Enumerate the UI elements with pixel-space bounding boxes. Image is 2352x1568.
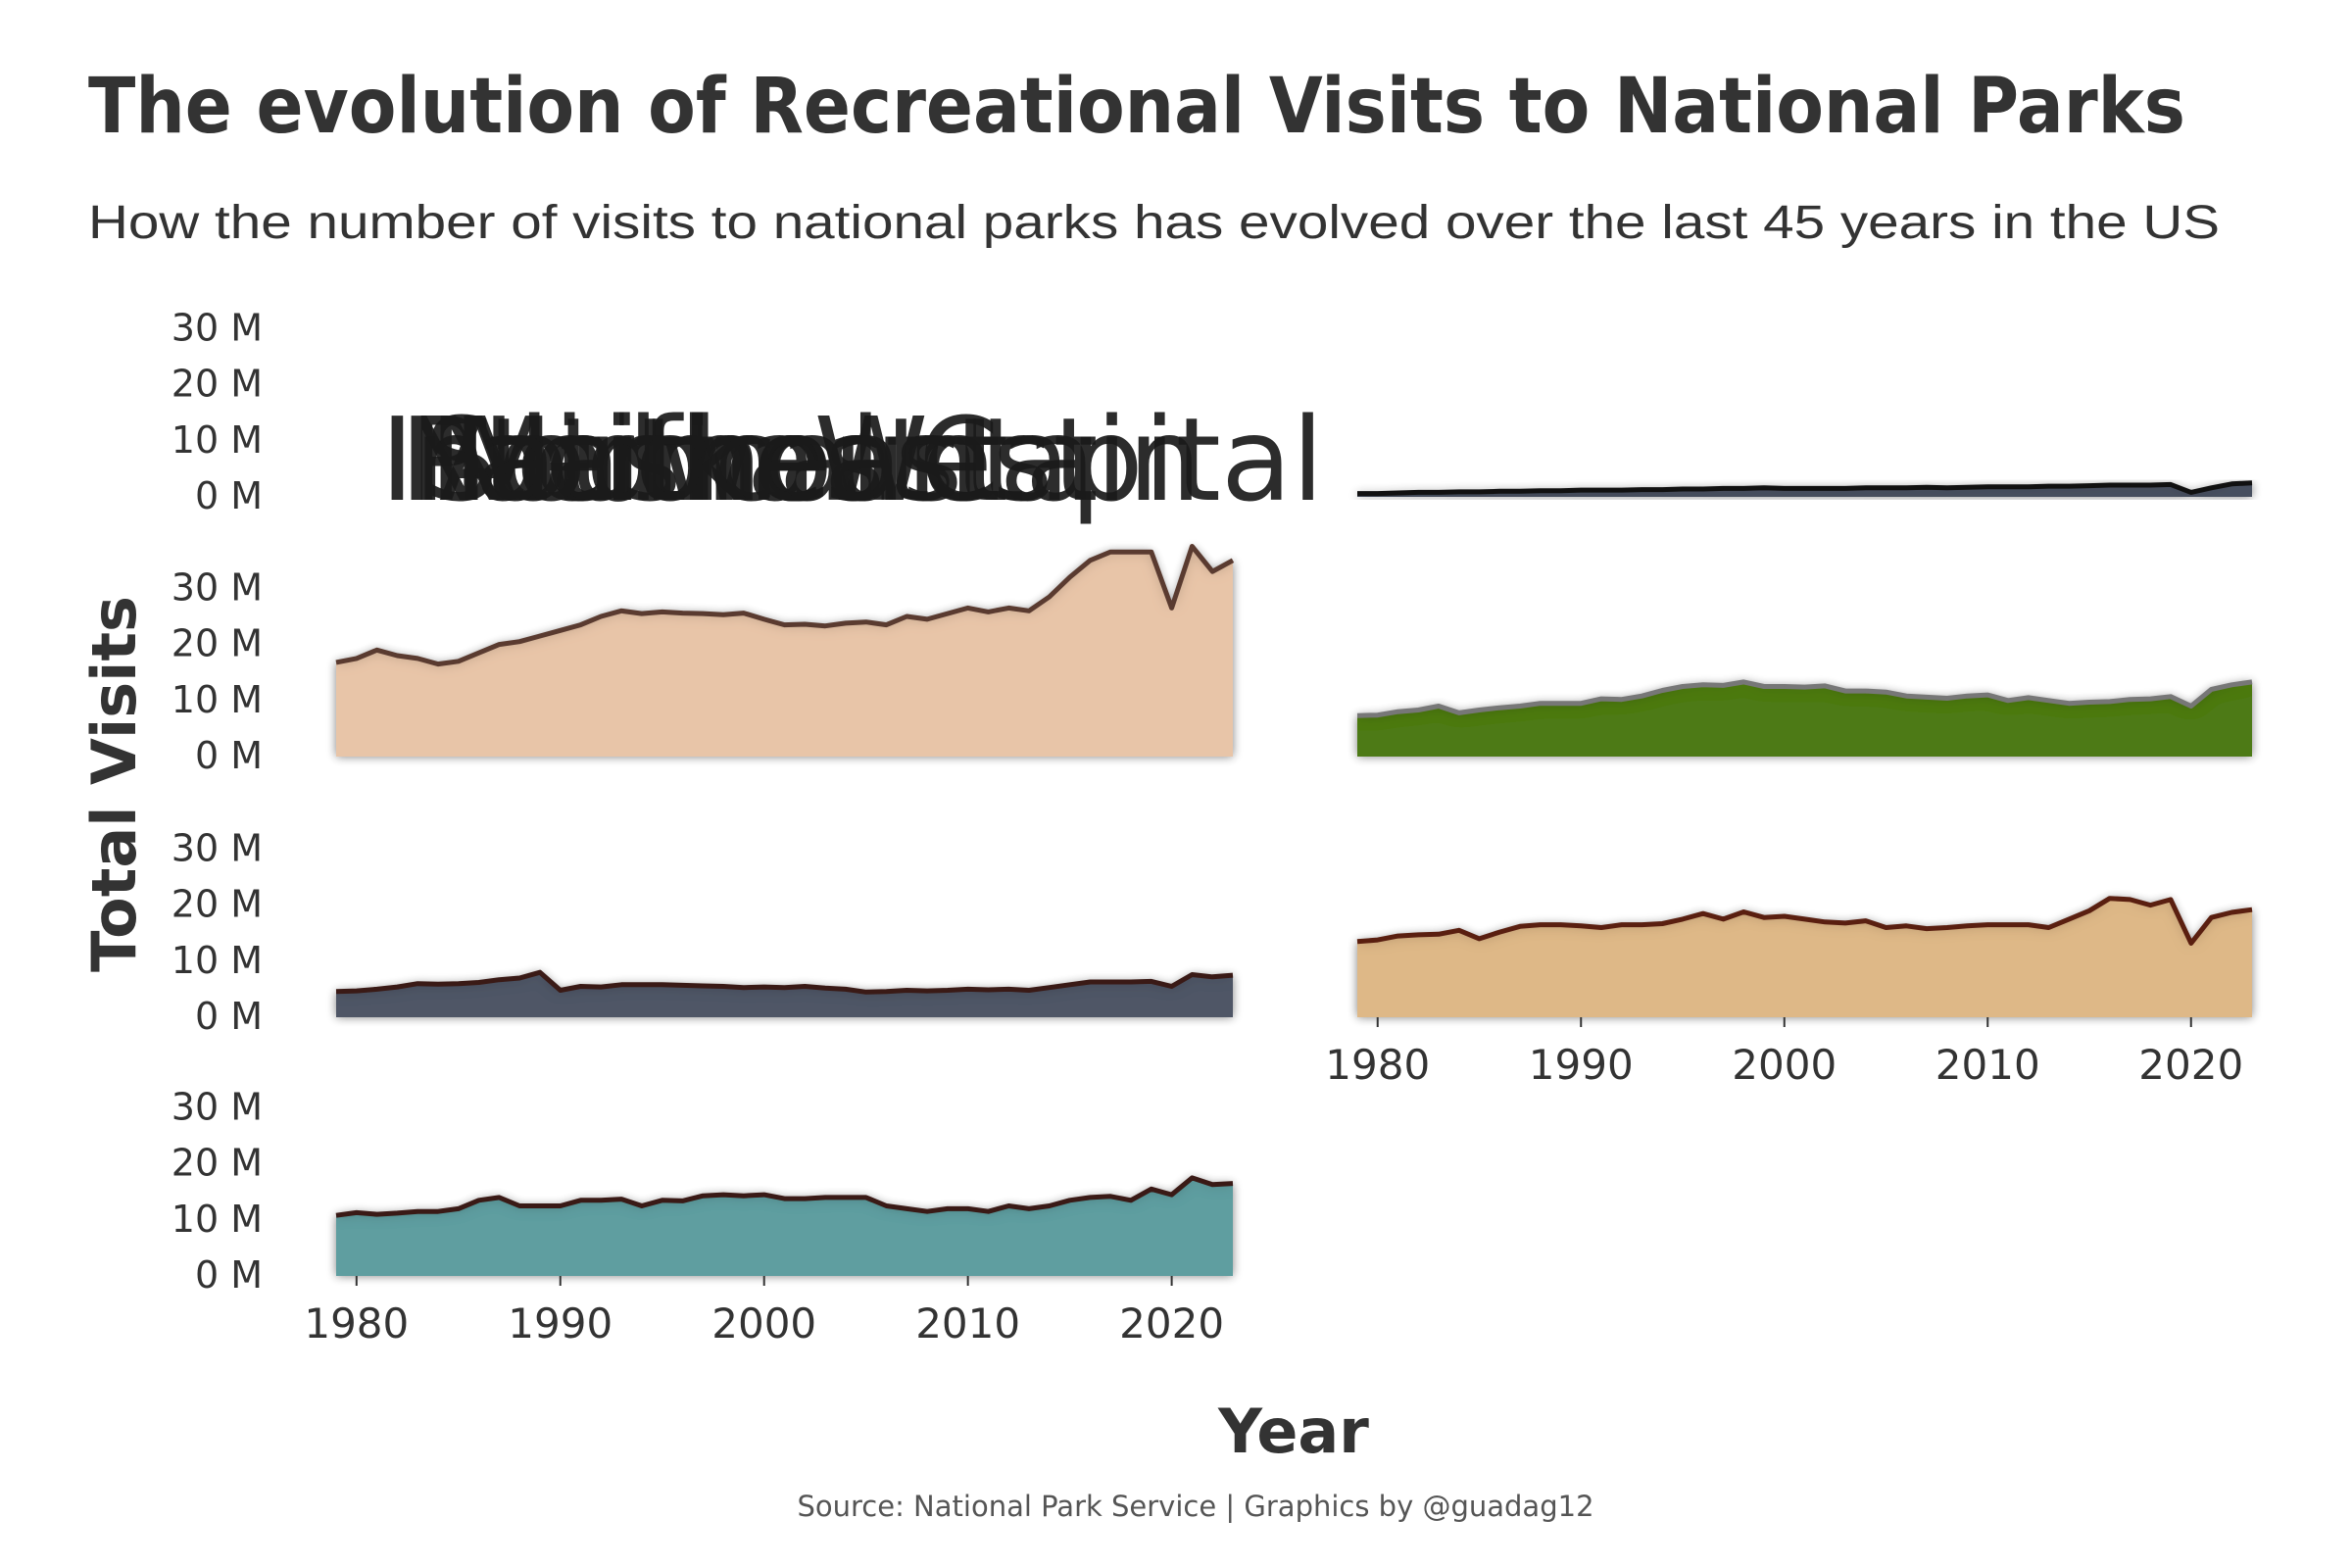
panel-second-right [1356, 679, 2253, 757]
x-tick-label: 1990 [508, 1299, 612, 1348]
y-tick-label: 20 M [172, 363, 263, 406]
x-axis-label: Year [1217, 1396, 1369, 1467]
caption: Source: National Park Service | Graphics… [797, 1490, 1593, 1523]
y-tick-label: 0 M [195, 1253, 263, 1297]
panel-strip-label: National Capital [400, 392, 1324, 527]
panel-third-right: 1980 1990 2000 2010 2020 [1325, 896, 2253, 1089]
x-tick-label: 2020 [1119, 1299, 1224, 1348]
y-tick-label: 20 M [172, 883, 263, 926]
x-tick-label: 2000 [711, 1299, 816, 1348]
y-axis-label: Total Visits [78, 596, 150, 972]
y-tick-label: 10 M [172, 678, 263, 721]
y-tick-label: 20 M [172, 622, 263, 665]
area-third-right [1357, 898, 2252, 1017]
y-tick-label: 30 M [172, 826, 263, 869]
y-tick-label: 10 M [172, 1198, 263, 1241]
panels-group: 0 M 10 M 20 M 30 M 0 M 10 M 20 M 30 M 0 M 10 M 20 … [172, 306, 2253, 1348]
y-tick-label: 30 M [172, 1085, 263, 1128]
panel-third-left: 0 M 10 M 20 M 30 M [172, 826, 1234, 1038]
y-tick-label: 0 M [195, 734, 263, 777]
y-tick-label: 30 M [172, 306, 263, 349]
x-tick-label: 1980 [1325, 1041, 1430, 1089]
panel-strip-label: Midwest [454, 392, 930, 527]
panel-strip-label: Alaska [439, 392, 817, 527]
panel-strip-label: Intermountain [380, 392, 1201, 527]
panel-second-left: 0 M 10 M 20 M 30 M [172, 544, 1235, 777]
y-tick-label: 10 M [172, 418, 263, 462]
area-second-right [1357, 681, 2252, 757]
panel-strip-label: Pacific West [410, 392, 1099, 527]
x-tick-label: 1980 [304, 1299, 409, 1348]
panel-top-right [1356, 480, 2253, 497]
x-tick-label: 1990 [1529, 1041, 1634, 1089]
chart-title: The evolution of Recreational Visits to … [88, 63, 2185, 151]
x-tick-label: 2020 [2138, 1041, 2243, 1089]
area-bottom-left [336, 1177, 1233, 1276]
panel-bottom-left: 0 M 10 M 20 M 30 M 1980 1990 2000 2010 2020 [172, 1085, 1234, 1348]
chart-subtitle: How the number of visits to national par… [88, 197, 2220, 249]
y-tick-label: 20 M [172, 1142, 263, 1185]
panel-strip-label: Northeast [429, 392, 1001, 527]
y-tick-label: 0 M [195, 995, 263, 1038]
y-tick-label: 10 M [172, 939, 263, 982]
area-third-left [336, 972, 1233, 1017]
panel-strip-label: Southeast [424, 392, 1008, 527]
y-tick-label: 0 M [195, 474, 263, 517]
x-tick-label: 2010 [915, 1299, 1020, 1348]
area-second-left [336, 546, 1233, 757]
x-tick-label: 2000 [1732, 1041, 1837, 1089]
x-tick-label: 2010 [1936, 1041, 2040, 1089]
panel-top-left: 0 M 10 M 20 M 30 M [172, 306, 263, 517]
y-tick-label: 30 M [172, 565, 263, 609]
